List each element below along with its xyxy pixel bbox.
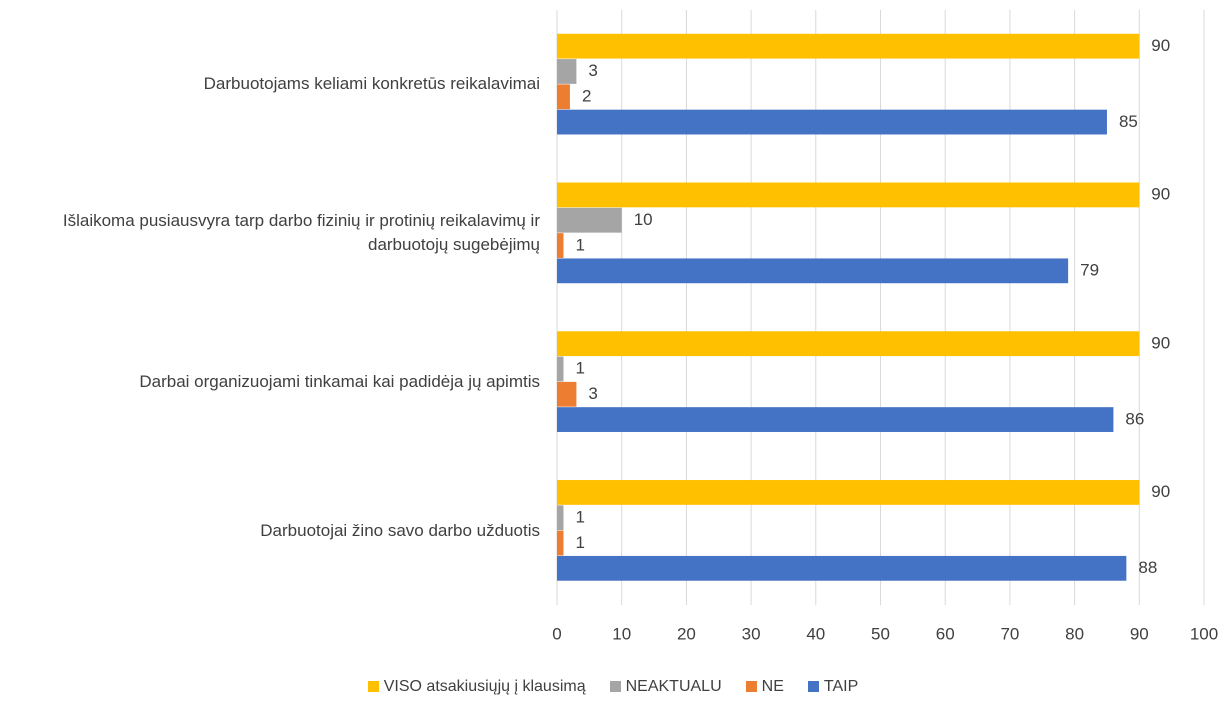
bar	[557, 407, 1114, 432]
x-tick-label: 80	[1065, 624, 1084, 643]
bar	[557, 505, 564, 531]
legend: VISO atsakiusiųjų į klausimą NEAKTUALU NE T…	[0, 678, 1226, 696]
legend-label: VISO atsakiusiųjų į klausimą	[383, 678, 586, 695]
data-label: 79	[1080, 261, 1099, 280]
bar	[557, 109, 1107, 135]
bar	[557, 356, 564, 382]
data-label: 88	[1138, 558, 1157, 577]
x-tick-label: 0	[552, 624, 561, 643]
data-label: 1	[575, 507, 584, 526]
legend-label: NEAKTUALU	[625, 678, 722, 695]
category-label: Darbai organizuojami tinkamai kai padidė…	[139, 371, 540, 391]
category-label: Išlaikoma pusiausvyra tarp darbo fizinių…	[62, 211, 540, 255]
category-labels: Darbuotojams keliami konkretūs reikalavi…	[0, 0, 540, 702]
legend-swatch	[367, 681, 379, 693]
bar	[557, 59, 577, 84]
bar	[557, 555, 1127, 581]
bar	[557, 258, 1069, 284]
category-label: Darbuotojai žino savo darbo užduotis	[260, 520, 540, 540]
legend-item: NEAKTUALU	[609, 678, 722, 696]
bar	[557, 381, 577, 407]
bar	[557, 33, 1140, 59]
x-tick-label: 60	[936, 624, 955, 643]
legend-swatch	[745, 681, 757, 693]
x-tick-label: 10	[612, 624, 631, 643]
data-label: 3	[588, 61, 597, 80]
bar	[557, 530, 564, 556]
x-tick-label: 50	[871, 624, 890, 643]
category-label: Darbuotojams keliami konkretūs reikalavi…	[203, 74, 540, 94]
data-label: 2	[582, 87, 591, 106]
bar	[557, 233, 564, 258]
bar	[557, 331, 1140, 357]
data-label: 1	[575, 533, 584, 552]
legend-swatch	[609, 681, 621, 693]
legend-item: VISO atsakiusiųjų į klausimą	[367, 678, 586, 696]
data-label: 10	[634, 210, 653, 229]
legend-swatch	[807, 681, 819, 693]
x-tick-label: 90	[1130, 624, 1149, 643]
data-label: 90	[1151, 482, 1170, 501]
legend-label: NE	[761, 678, 784, 695]
x-tick-label: 20	[677, 624, 696, 643]
x-tick-label: 40	[806, 624, 825, 643]
data-label: 1	[575, 359, 584, 378]
data-label: 1	[575, 235, 584, 254]
legend-item: TAIP	[807, 678, 859, 696]
bar	[557, 84, 570, 110]
data-label: 90	[1151, 36, 1170, 55]
data-label: 3	[588, 384, 597, 403]
x-tick-label: 70	[1000, 624, 1019, 643]
legend-label: TAIP	[823, 678, 859, 695]
data-label: 85	[1119, 112, 1138, 131]
x-tick-label: 100	[1190, 624, 1218, 643]
bar	[557, 182, 1140, 208]
data-label: 86	[1125, 409, 1144, 428]
x-tick-label: 30	[742, 624, 761, 643]
data-label: 90	[1151, 185, 1170, 204]
data-label: 90	[1151, 333, 1170, 352]
legend-item: NE	[745, 678, 784, 696]
bar	[557, 207, 622, 233]
bar	[557, 480, 1140, 505]
